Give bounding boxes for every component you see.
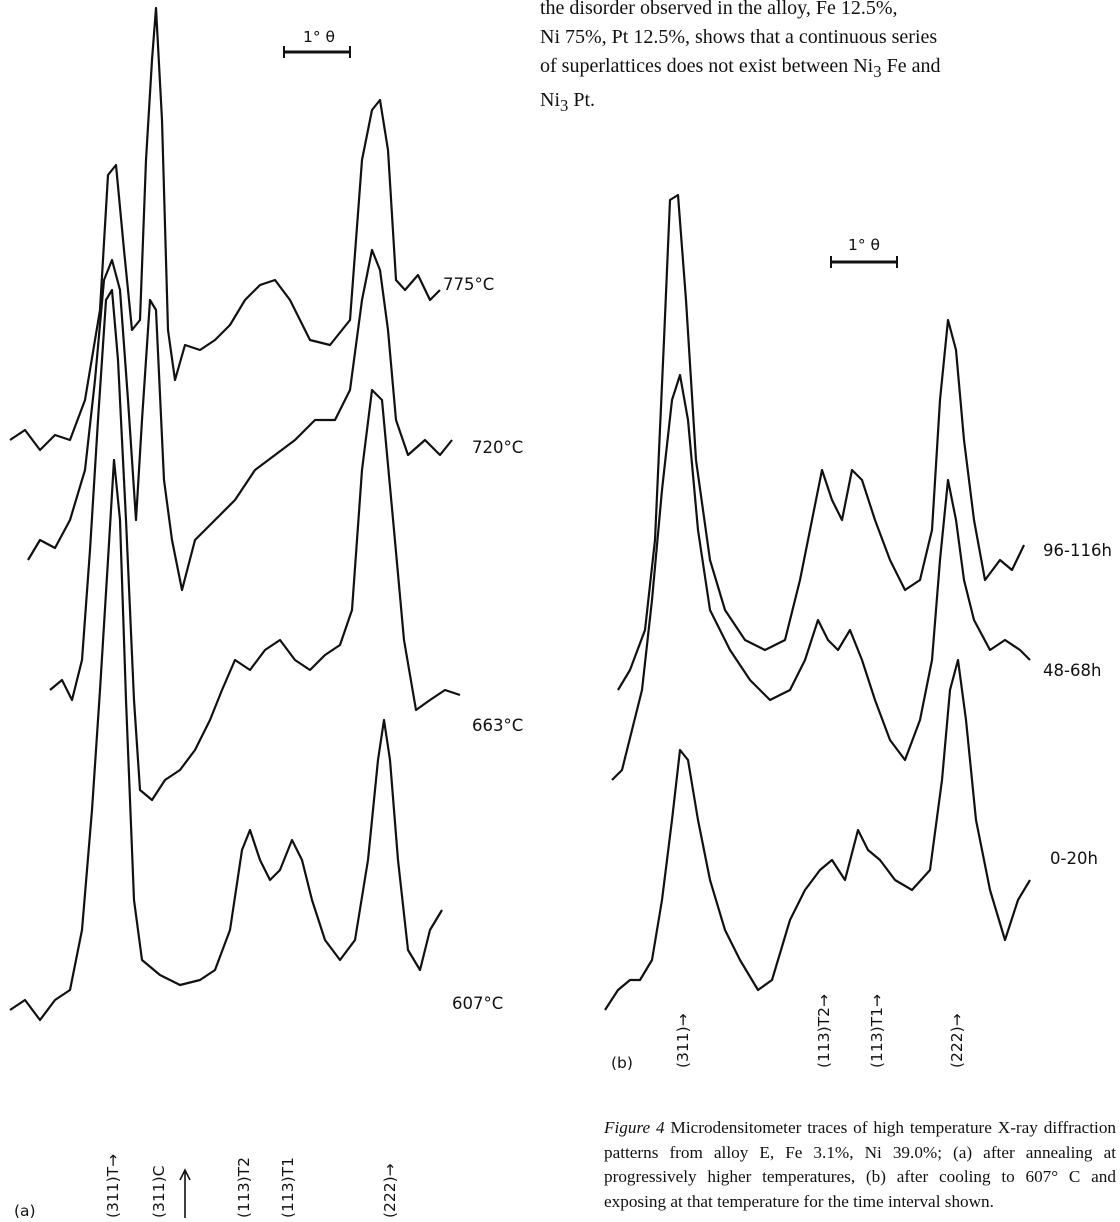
trace-48-68h xyxy=(611,373,1031,781)
panel-a-traces xyxy=(9,6,461,1022)
peak-a-311T: (311)T→ xyxy=(104,1154,122,1218)
trace-720C xyxy=(27,248,453,592)
peak-a-113T1: (113)T1 xyxy=(279,1157,297,1218)
peak-a-222: (222)→ xyxy=(381,1163,399,1218)
trace-96-116h xyxy=(617,193,1025,691)
trace-0-20h xyxy=(604,658,1031,1011)
peak-b-311: (311)→ xyxy=(674,1013,692,1068)
trace-607C xyxy=(9,458,443,1022)
panel-b-label: (b) xyxy=(611,1054,633,1072)
peak-b-113T2: (113)T2→ xyxy=(815,994,833,1068)
label-775C: 775°C xyxy=(443,275,494,294)
body-line-3: of superlattices does not exist between … xyxy=(540,55,941,81)
panel-a-label: (a) xyxy=(14,1202,36,1220)
panel-b-traces xyxy=(604,193,1031,1011)
body-line-4: Ni3 Pt. xyxy=(540,89,596,115)
trace-663C xyxy=(49,288,461,802)
panel-b-scale-bar: 1° θ xyxy=(830,236,898,268)
peak-b-113T1: (113)T1→ xyxy=(868,994,886,1068)
label-607C: 607°C xyxy=(452,994,503,1013)
label-720C: 720°C xyxy=(472,438,523,457)
panel-b-scale-label: 1° θ xyxy=(848,236,880,254)
caption-text: Microdensitometer traces of high tempera… xyxy=(604,1118,1117,1211)
label-663C: 663°C xyxy=(472,716,523,735)
label-0-20h: 0-20h xyxy=(1050,849,1098,868)
body-line-2: Ni 75%, Pt 12.5%, shows that a continuou… xyxy=(540,26,938,48)
body-text: the disorder observed in the alloy, Fe 1… xyxy=(540,0,1118,120)
label-96-116h: 96-116h xyxy=(1043,541,1112,560)
body-line-1: the disorder observed in the alloy, Fe 1… xyxy=(540,0,898,19)
peak-a-arrow xyxy=(179,1168,191,1218)
trace-775C xyxy=(9,6,441,452)
figure-caption: Figure 4 Microdensitometer traces of hig… xyxy=(604,1116,1116,1214)
peak-b-222: (222)→ xyxy=(948,1013,966,1068)
panel-a-scale-label: 1° θ xyxy=(303,28,335,46)
caption-lead: Figure 4 xyxy=(604,1118,665,1137)
panel-a-scale-bar: 1° θ xyxy=(283,28,351,58)
peak-a-311C: (311)C xyxy=(150,1165,168,1218)
peak-a-113T2: (113)T2 xyxy=(235,1157,253,1218)
label-48-68h: 48-68h xyxy=(1043,661,1101,680)
